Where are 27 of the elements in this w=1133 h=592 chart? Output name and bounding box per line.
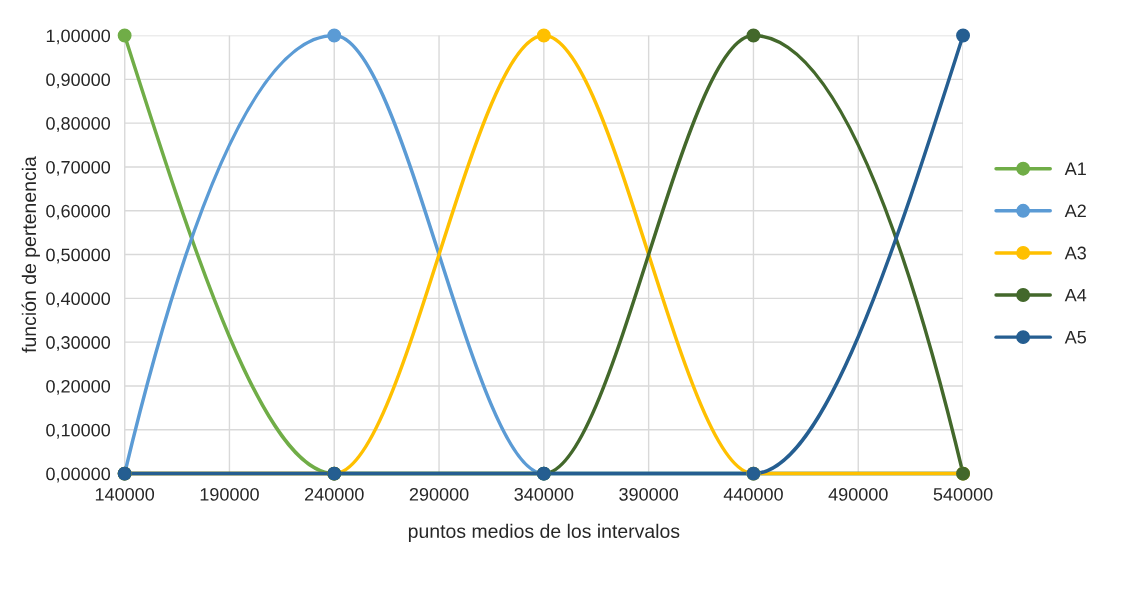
legend-label: A3 [1064, 246, 1086, 260]
y-tick-label: 0,10000 [46, 423, 111, 439]
x-tick-label: 140000 [95, 487, 155, 501]
y-tick-label: 0,90000 [46, 73, 111, 89]
legend-label: A5 [1064, 331, 1087, 344]
y-tick-label: 0,00000 [46, 467, 111, 483]
y-tick-label: 1,00000 [46, 29, 111, 45]
legend-label: A4 [1064, 288, 1087, 302]
y-tick-label: 0,50000 [46, 248, 111, 264]
y-tick-label: 0,20000 [46, 379, 111, 395]
x-tick-label: 190000 [200, 487, 259, 501]
y-axis-title: función de pertenencia [21, 156, 40, 353]
y-tick-label: 0,30000 [46, 336, 111, 352]
x-tick-label: 490000 [828, 487, 888, 501]
x-tick-label: 440000 [723, 487, 783, 501]
x-tick-label: 540000 [933, 487, 993, 501]
x-tick-label: 240000 [305, 487, 364, 501]
y-tick-label: 0,80000 [46, 117, 111, 132]
x-tick-label: 340000 [514, 487, 574, 501]
y-tick-label: 0,60000 [46, 204, 111, 220]
x-tick-label: 290000 [409, 487, 469, 501]
legend-label: A1 [1064, 162, 1086, 176]
x-axis-title: puntos medios de los intervalos [408, 523, 680, 542]
y-tick-label: 0,70000 [46, 160, 111, 176]
x-tick-label: 390000 [619, 487, 679, 501]
y-tick-label: 0,40000 [46, 292, 111, 308]
legend-label: A2 [1064, 204, 1086, 218]
